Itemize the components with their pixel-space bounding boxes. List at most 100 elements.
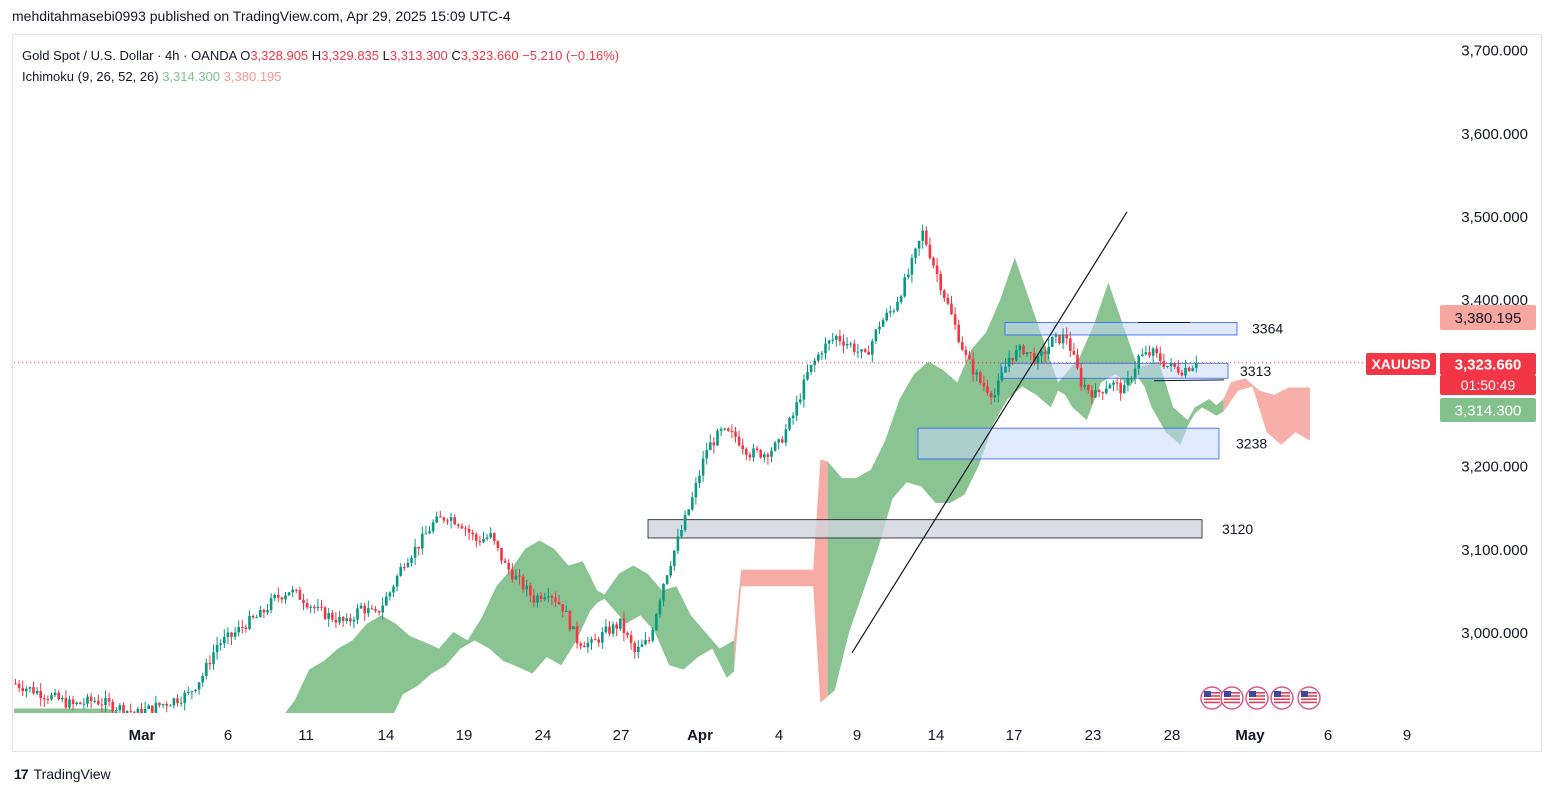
candle (259, 605, 262, 618)
tradingview-logo-icon: 17 (14, 766, 29, 782)
last-price-badge-bg (1440, 353, 1536, 375)
candle (827, 339, 831, 351)
candle (525, 579, 528, 597)
candle (975, 369, 978, 382)
candle-body (28, 687, 32, 689)
x-tick-label: 14 (928, 727, 945, 744)
candle (565, 605, 568, 613)
candle (1069, 331, 1072, 358)
candle (305, 598, 309, 610)
candle-body (727, 428, 730, 431)
candle-body (449, 517, 453, 521)
candle-body (1151, 348, 1155, 356)
flag-stripe (1224, 698, 1240, 700)
candle (1184, 359, 1187, 378)
candle-body (428, 531, 431, 534)
countdown-badge-text: 01:50:49 (1461, 377, 1516, 393)
candle-body (464, 528, 467, 530)
candle (781, 435, 784, 444)
candle (957, 319, 960, 344)
zone-label-3364: 3364 (1252, 321, 1283, 337)
candle-body (637, 646, 640, 653)
candle (727, 427, 730, 432)
candle-body (478, 540, 482, 543)
candle (43, 694, 46, 707)
candle-body (543, 597, 546, 600)
candle (863, 347, 867, 353)
candle (269, 593, 273, 614)
candle (140, 703, 143, 713)
candle (946, 293, 950, 306)
candle (460, 523, 464, 530)
candle-body (1141, 354, 1144, 356)
candle (223, 629, 226, 648)
candle (647, 636, 651, 644)
candle-body (1090, 390, 1094, 398)
candle (737, 430, 741, 447)
candle-body (572, 626, 575, 630)
chart-frame[interactable] (12, 34, 1542, 752)
flag-ring (1297, 686, 1321, 710)
candle-body (716, 430, 719, 446)
candle-body (590, 639, 593, 643)
candle-body (406, 562, 410, 568)
x-tick-label: 17 (1006, 727, 1023, 744)
candle-body (334, 619, 338, 623)
candle-body (89, 696, 93, 702)
candle-body (755, 448, 759, 451)
candle (532, 588, 536, 608)
candle-body (817, 354, 820, 361)
candle (921, 224, 924, 249)
candle-body (233, 632, 237, 637)
candle-body (313, 606, 316, 609)
candle (539, 591, 543, 603)
candle (874, 328, 878, 344)
candle (651, 626, 654, 643)
candle-body (280, 597, 284, 600)
candle-body (943, 290, 946, 298)
candle-body (291, 589, 294, 593)
candle (1065, 327, 1068, 345)
candle (910, 254, 914, 283)
candle-body (341, 616, 345, 622)
candle-body (705, 450, 708, 459)
candle (158, 702, 161, 708)
candle (655, 612, 658, 632)
candle (604, 619, 608, 635)
candle (1155, 345, 1158, 358)
candle (881, 317, 885, 327)
candle-body (269, 598, 273, 611)
flag-stripe (1301, 701, 1317, 704)
candle-body (338, 616, 341, 623)
candle (385, 592, 388, 606)
candle-body (1079, 368, 1083, 387)
flag-stripe (1301, 695, 1317, 697)
footer: 17 TradingView (14, 766, 111, 782)
candle (392, 584, 395, 597)
symbol-badge-text: XAUUSD (1371, 356, 1430, 372)
x-tick-label: 27 (613, 727, 630, 744)
candle (820, 350, 824, 360)
candle (302, 593, 305, 611)
candle-body (190, 691, 194, 693)
candle (215, 636, 219, 660)
candle (993, 388, 996, 403)
candle-body (925, 230, 928, 245)
footer-brand[interactable]: TradingView (33, 766, 111, 782)
candle (1047, 338, 1050, 359)
x-tick-label: 14 (378, 727, 395, 744)
candle-body (287, 592, 291, 596)
candle (61, 695, 64, 703)
candle-body (435, 516, 438, 523)
candle-body (1058, 334, 1061, 344)
candle (316, 598, 320, 612)
candle-body (1022, 345, 1025, 355)
candle-body (57, 692, 60, 700)
candle (691, 491, 694, 512)
candle-body (251, 615, 255, 618)
candle-body (568, 611, 572, 630)
candle-body (86, 696, 89, 704)
candle (122, 702, 125, 713)
candle-body (907, 274, 910, 278)
